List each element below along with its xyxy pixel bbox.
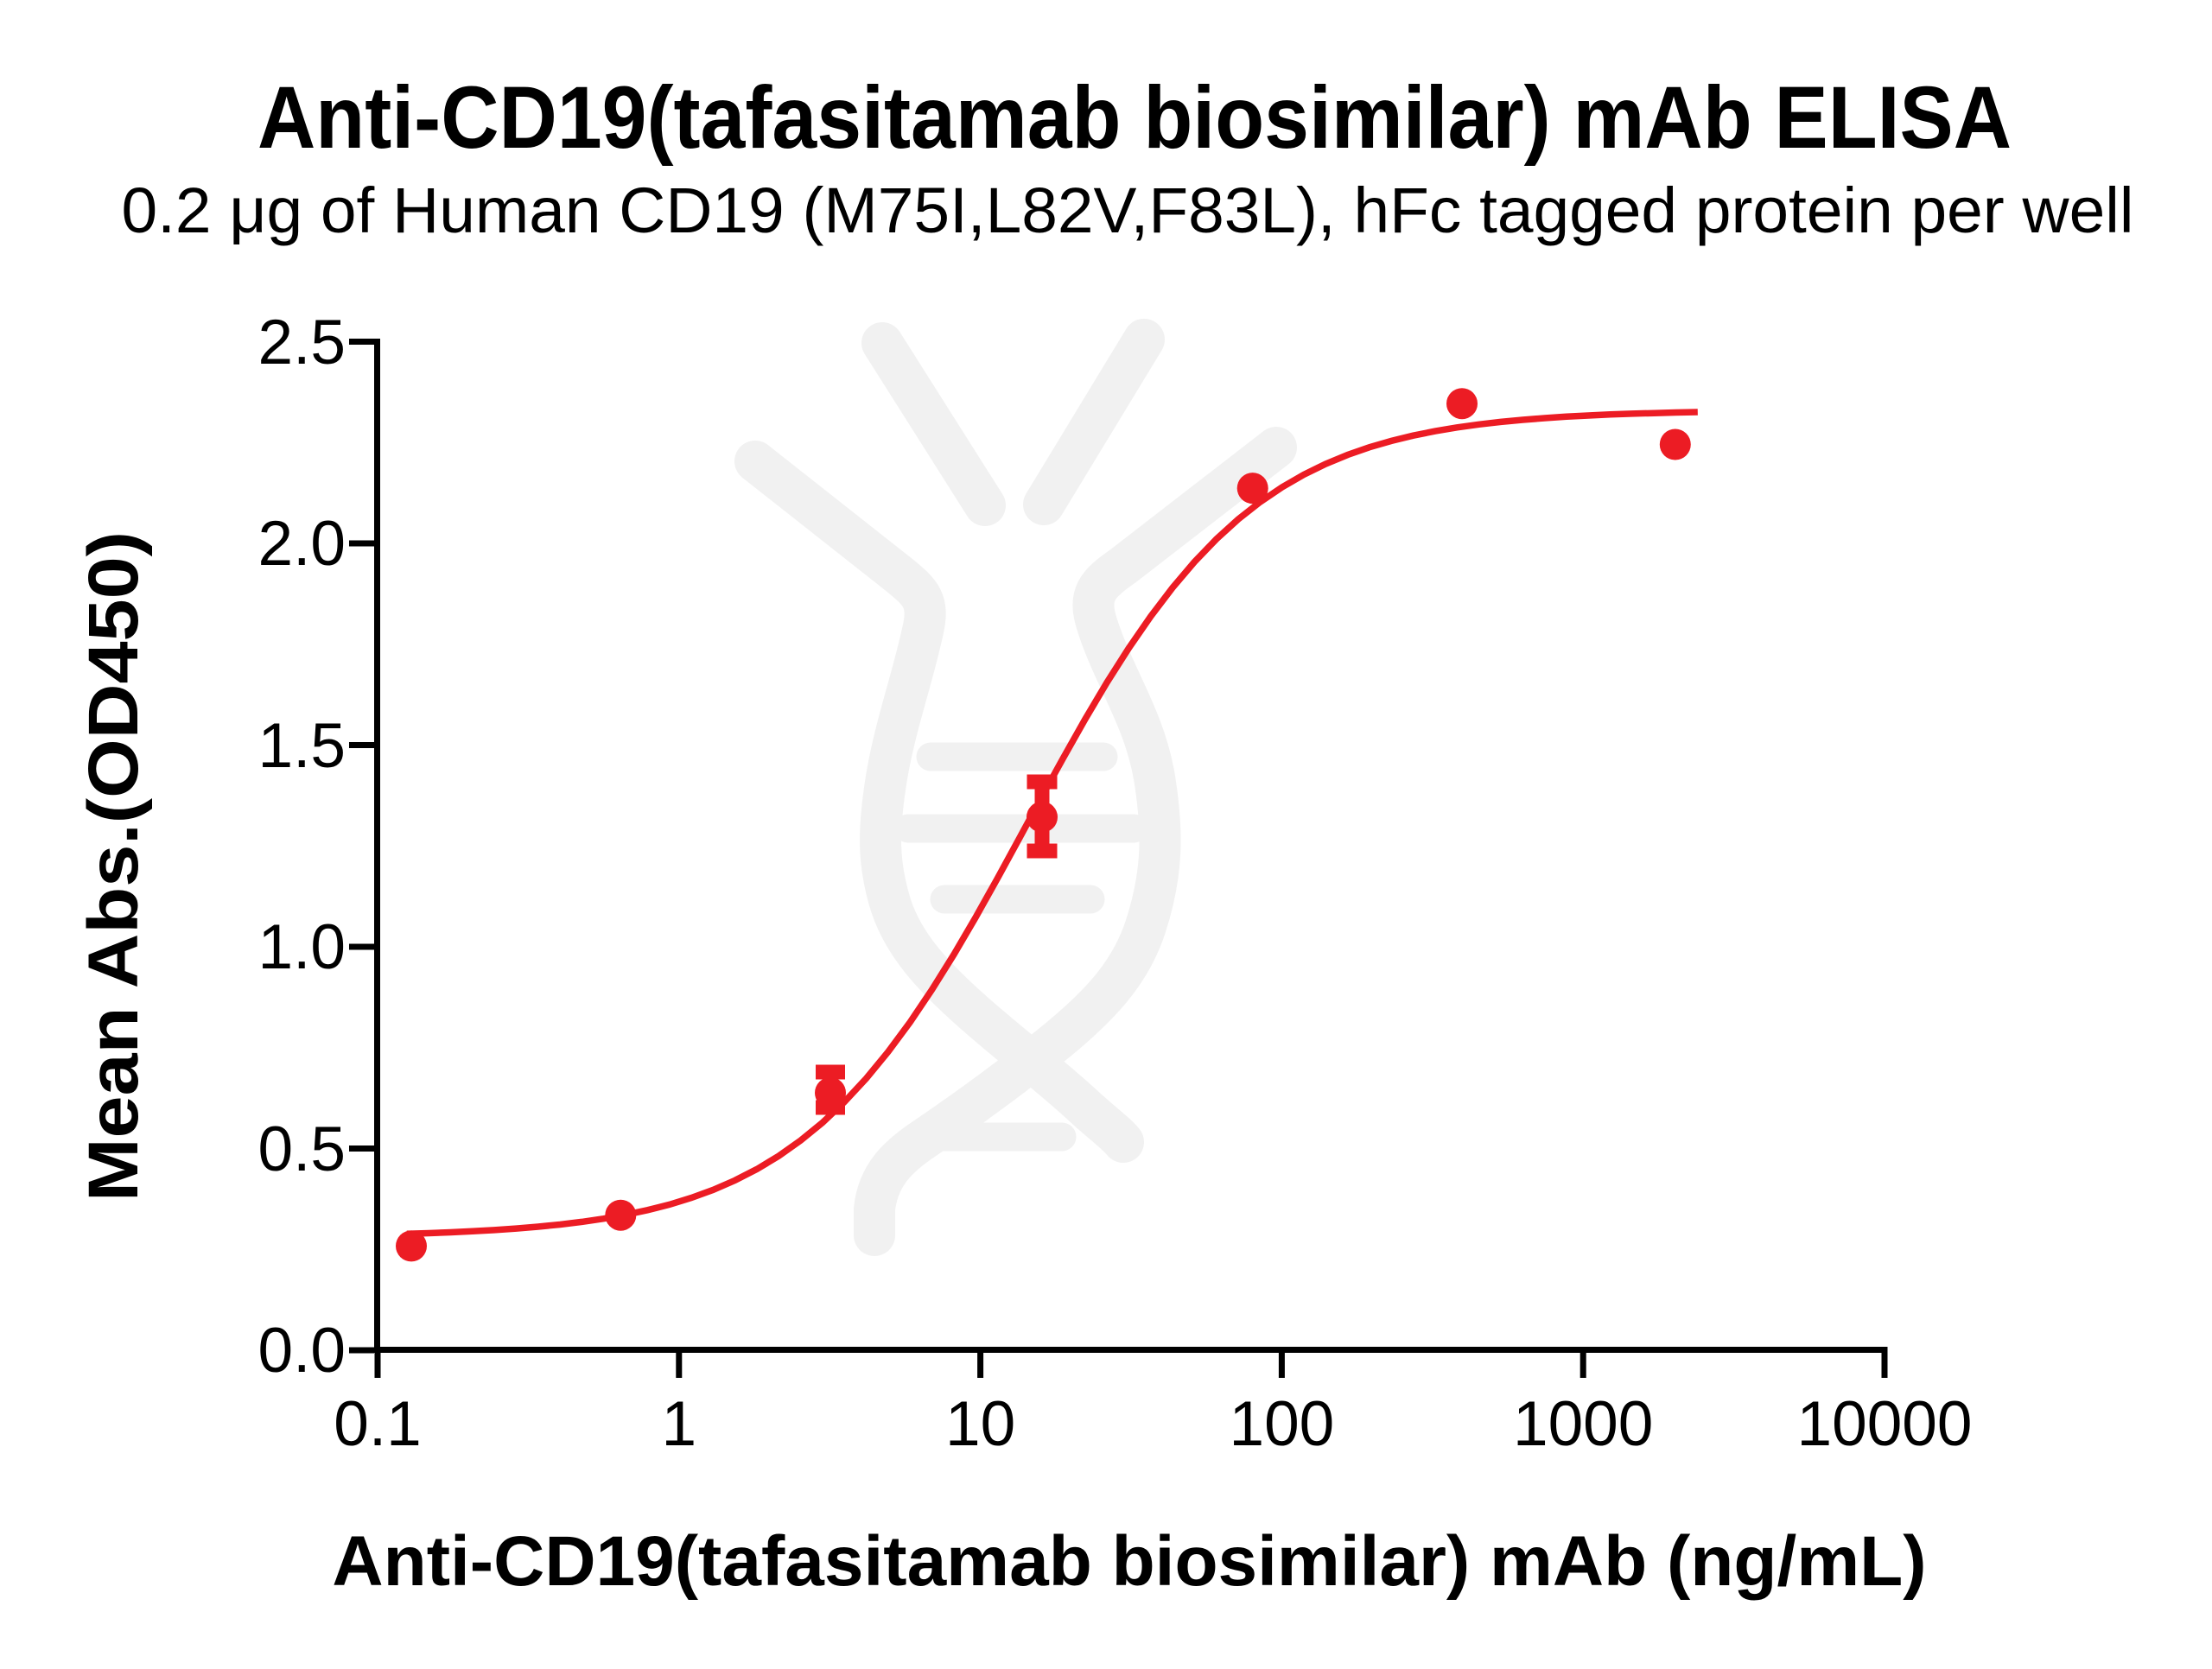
svg-text:1.0: 1.0	[258, 912, 346, 982]
svg-text:Anti-CD19(tafasitamab biosimil: Anti-CD19(tafasitamab biosimilar) mAb (n…	[332, 1522, 1926, 1601]
svg-text:1.5: 1.5	[258, 711, 346, 781]
svg-text:1: 1	[661, 1389, 696, 1459]
svg-text:10000: 10000	[1797, 1389, 1973, 1459]
svg-text:2.5: 2.5	[258, 308, 346, 378]
svg-text:2.0: 2.0	[258, 509, 346, 579]
svg-text:100: 100	[1229, 1389, 1334, 1459]
svg-text:0.1: 0.1	[334, 1389, 421, 1459]
svg-text:Mean Abs.(OD450): Mean Abs.(OD450)	[74, 531, 153, 1202]
svg-text:10: 10	[945, 1389, 1015, 1459]
svg-text:0.2 μg of Human CD19 (M75I,L82: 0.2 μg of Human CD19 (M75I,L82V,F83L), h…	[122, 175, 2134, 246]
svg-text:0.0: 0.0	[258, 1316, 346, 1386]
svg-text:1000: 1000	[1513, 1389, 1653, 1459]
svg-text:0.5: 0.5	[258, 1114, 346, 1184]
svg-text:Anti-CD19(tafasitamab biosimil: Anti-CD19(tafasitamab biosimilar) mAb EL…	[257, 68, 2012, 167]
